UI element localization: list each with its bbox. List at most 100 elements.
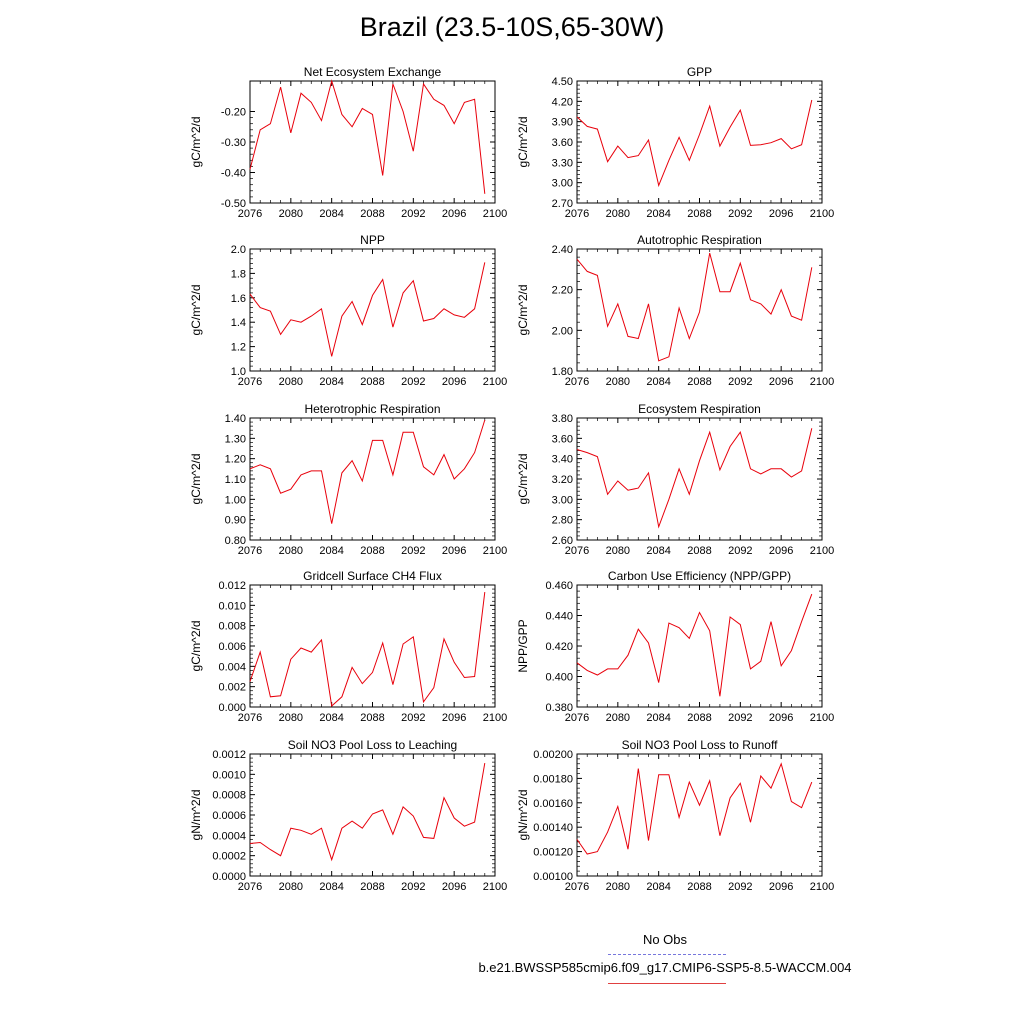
series-line [249, 763, 486, 862]
x-tick-label: 2076 [238, 712, 262, 724]
x-tick-label: 2100 [483, 208, 507, 220]
y-tick-label: 0.0010 [212, 769, 246, 781]
x-tick-label: 2084 [319, 712, 343, 724]
chart-panel-5: Heterotrophic Respiration gC/m^2/d 0.80 0.9… [189, 402, 507, 557]
y-axis-label: gN/m^2/d [189, 790, 203, 841]
chart-panel-4: Autotrophic Respiration gC/m^2/d 1.80 2.00 2… [516, 233, 834, 388]
plot-frame [249, 417, 496, 541]
x-tick-label: 2092 [401, 376, 425, 388]
series-line [576, 593, 813, 697]
x-tick-label: 2100 [810, 376, 834, 388]
series-line [576, 252, 813, 362]
chart-panel-3: NPP gC/m^2/d 1.0 1.2 1.4 1.6 1.8 2.0 2076 2080 208… [189, 233, 507, 388]
y-tick-label: 2.0 [231, 244, 246, 256]
y-tick-label: 0.420 [545, 641, 573, 653]
chart-panel-10: Soil NO3 Pool Loss to RunoffgN/m^2/d0.00… [516, 738, 834, 893]
y-tick-label: -0.30 [221, 137, 246, 149]
x-tick-label: 2092 [728, 208, 752, 220]
x-tick-label: 2100 [483, 712, 507, 724]
y-axis-label: gC/m^2/d [516, 285, 530, 336]
y-tick-label: 0.0004 [212, 830, 246, 842]
x-tick-label: 2092 [401, 208, 425, 220]
x-tick-label: 2076 [238, 376, 262, 388]
plot-frame [576, 584, 823, 708]
y-tick-label: 2.20 [552, 285, 573, 297]
x-tick-label: 2088 [687, 376, 711, 388]
y-tick-label: 0.00140 [533, 822, 573, 834]
x-tick-label: 2084 [646, 712, 670, 724]
chart-panel-9: Soil NO3 Pool Loss to Leaching gN/m^2/d 0.… [189, 738, 507, 893]
x-tick-label: 2096 [442, 881, 466, 893]
x-tick-label: 2092 [728, 712, 752, 724]
y-tick-label: 1.30 [225, 433, 246, 445]
page-title: Brazil (23.5-10S,65-30W) [359, 12, 665, 42]
y-tick-label: -0.20 [221, 107, 246, 119]
y-axis-label: gC/m^2/d [189, 117, 203, 168]
x-tick-label: 2080 [279, 376, 303, 388]
y-tick-label: -0.40 [221, 168, 246, 180]
x-tick-label: 2084 [319, 545, 343, 557]
x-tick-label: 2084 [319, 881, 343, 893]
y-tick-label: 3.60 [552, 137, 573, 149]
y-tick-label: 0.006 [218, 641, 246, 653]
y-tick-label: 0.010 [218, 600, 246, 612]
y-tick-label: -0.50 [221, 198, 246, 210]
x-tick-label: 2100 [810, 208, 834, 220]
y-tick-label: 3.90 [552, 117, 573, 129]
y-tick-label: 3.30 [552, 157, 573, 169]
plot-frame [576, 753, 823, 877]
y-tick-label: 2.70 [552, 198, 573, 210]
y-tick-label: 3.00 [552, 494, 573, 506]
chart-title: Autotrophic Respiration [637, 233, 762, 247]
series-line [576, 99, 813, 188]
y-tick-label: 0.0012 [212, 749, 246, 761]
y-tick-label: 0.00100 [533, 871, 573, 883]
y-tick-label: 0.00120 [533, 847, 573, 859]
x-tick-label: 2096 [442, 376, 466, 388]
x-tick-label: 2084 [319, 208, 343, 220]
y-axis-label: gC/m^2/d [516, 117, 530, 168]
chart-title: Heterotrophic Respiration [304, 402, 440, 416]
x-tick-label: 2096 [442, 712, 466, 724]
y-tick-label: 0.80 [225, 535, 246, 547]
x-tick-label: 2076 [238, 881, 262, 893]
x-tick-label: 2088 [687, 545, 711, 557]
chart-panel-2: GPP gC/m^2/d 2.70 3.00 3.30 3.60 3.90 4.20 4.50 2… [516, 65, 834, 220]
x-tick-label: 2084 [646, 545, 670, 557]
x-tick-label: 2088 [687, 712, 711, 724]
series-line [249, 262, 486, 357]
legend-model-label: b.e21.BWSSP585cmip6.f09_g17.CMIP6-SSP5-8… [478, 960, 852, 975]
chart-panel-7: Gridcell Surface CH4 Flux gC/m^2/d 0.000 0.… [189, 569, 507, 724]
y-tick-label: 0.380 [545, 702, 573, 714]
plot-frame [249, 753, 496, 877]
x-tick-label: 2076 [565, 881, 589, 893]
x-tick-label: 2084 [646, 208, 670, 220]
chart-title: Soil NO3 Pool Loss to Leaching [288, 738, 457, 752]
x-tick-label: 2076 [238, 545, 262, 557]
series-line [576, 762, 813, 855]
x-tick-label: 2100 [483, 881, 507, 893]
x-tick-label: 2076 [565, 545, 589, 557]
x-tick-label: 2100 [483, 545, 507, 557]
x-tick-label: 2076 [565, 376, 589, 388]
y-tick-label: 0.460 [545, 580, 573, 592]
x-tick-label: 2100 [810, 712, 834, 724]
series-line [249, 79, 486, 194]
series-line [249, 419, 486, 524]
x-tick-label: 2092 [401, 712, 425, 724]
series-line [576, 428, 813, 529]
y-tick-label: 1.40 [225, 413, 246, 425]
x-tick-label: 2096 [769, 208, 793, 220]
x-tick-label: 2092 [728, 881, 752, 893]
y-axis-label: gC/m^2/d [189, 454, 203, 505]
y-tick-label: 0.004 [218, 661, 246, 673]
y-tick-label: 0.002 [218, 682, 246, 694]
y-tick-label: 3.60 [552, 433, 573, 445]
y-tick-label: 1.20 [225, 454, 246, 466]
y-tick-label: 0.012 [218, 580, 246, 592]
y-tick-label: 3.00 [552, 178, 573, 190]
chart-title: Soil NO3 Pool Loss to Runoff [622, 738, 779, 752]
x-tick-label: 2080 [606, 881, 630, 893]
y-tick-label: 0.00200 [533, 749, 573, 761]
